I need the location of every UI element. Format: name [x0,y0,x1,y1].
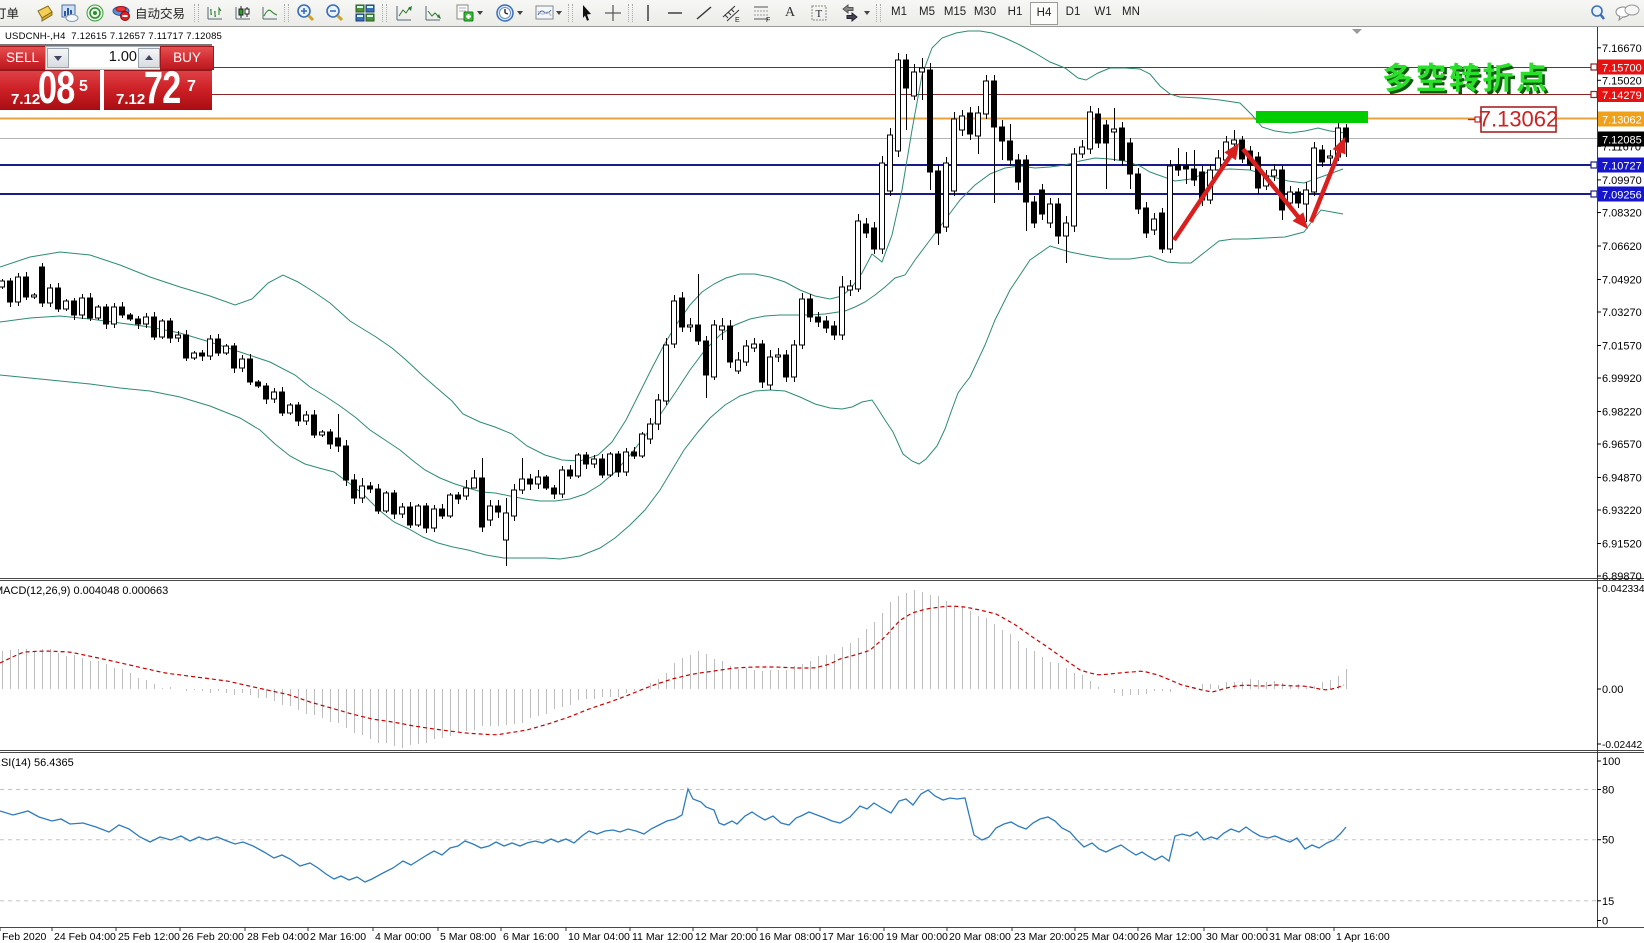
svg-text:19 Mar 00:00: 19 Mar 00:00 [886,931,948,943]
svg-text:RSI(14) 56.4365: RSI(14) 56.4365 [0,757,74,769]
svg-text:7.10727: 7.10727 [1602,161,1642,173]
svg-text:26 Feb 20:00: 26 Feb 20:00 [182,931,244,943]
svg-text:-0.02442: -0.02442 [1602,740,1643,751]
svg-text:4 Mar 00:00: 4 Mar 00:00 [375,931,431,943]
svg-text:12 Mar 20:00: 12 Mar 20:00 [695,931,757,943]
svg-text:7.08320: 7.08320 [1602,208,1642,220]
svg-text:7.16670: 7.16670 [1602,43,1642,55]
svg-text:80: 80 [1602,785,1614,797]
svg-text:7.13062: 7.13062 [1602,115,1642,127]
svg-text:7.04920: 7.04920 [1602,275,1642,287]
svg-text:7.06620: 7.06620 [1602,241,1642,253]
svg-text:7.03270: 7.03270 [1602,307,1642,319]
svg-text:5 Mar 08:00: 5 Mar 08:00 [440,931,496,943]
svg-text:6.89870: 6.89870 [1602,571,1642,583]
svg-text:7.15020: 7.15020 [1602,75,1642,87]
svg-text:7.13062: 7.13062 [1479,107,1559,132]
svg-text:15: 15 [1602,896,1614,908]
svg-text:MACD(12,26,9) 0.004048 0.00066: MACD(12,26,9) 0.004048 0.000663 [0,585,168,597]
svg-text:6.98220: 6.98220 [1602,407,1642,419]
svg-text:6.99920: 6.99920 [1602,373,1642,385]
svg-text:6.91520: 6.91520 [1602,539,1642,551]
svg-text:7.09256: 7.09256 [1602,190,1642,202]
svg-text:Feb 2020: Feb 2020 [2,931,47,943]
svg-text:31 Mar 08:00: 31 Mar 08:00 [1269,931,1331,943]
svg-text:24 Feb 04:00: 24 Feb 04:00 [54,931,116,943]
svg-text:7.01570: 7.01570 [1602,341,1642,353]
svg-text:E: E [735,17,740,23]
svg-text:0.00: 0.00 [1602,684,1623,696]
svg-text:25 Mar 04:00: 25 Mar 04:00 [1077,931,1139,943]
svg-text:1 Apr 16:00: 1 Apr 16:00 [1336,931,1390,943]
svg-text:6.94870: 6.94870 [1602,473,1642,485]
svg-text:100: 100 [1602,756,1620,768]
svg-text:20 Mar 08:00: 20 Mar 08:00 [949,931,1011,943]
svg-text:7.14279: 7.14279 [1602,90,1642,102]
svg-text:26 Mar 12:00: 26 Mar 12:00 [1140,931,1202,943]
svg-text:23 Mar 20:00: 23 Mar 20:00 [1014,931,1076,943]
svg-text:7.09970: 7.09970 [1602,175,1642,187]
svg-text:T: T [816,8,823,20]
svg-text:7.15700: 7.15700 [1602,63,1642,75]
svg-text:6.96570: 6.96570 [1602,439,1642,451]
svg-text:0: 0 [1602,916,1608,928]
svg-text:10 Mar 04:00: 10 Mar 04:00 [568,931,630,943]
svg-text:11 Mar 12:00: 11 Mar 12:00 [632,931,693,943]
svg-text:0.042334: 0.042334 [1602,584,1644,595]
svg-text:28 Feb 04:00: 28 Feb 04:00 [247,931,309,943]
svg-text:16 Mar 08:00: 16 Mar 08:00 [759,931,821,943]
svg-text:6.93220: 6.93220 [1602,505,1642,517]
svg-text:17 Mar 16:00: 17 Mar 16:00 [822,931,884,943]
svg-text:50: 50 [1602,835,1614,847]
svg-text:2 Mar 16:00: 2 Mar 16:00 [310,931,366,943]
svg-text:F: F [766,17,770,23]
svg-text:7.12085: 7.12085 [1602,135,1642,147]
svg-text:30 Mar 00:00: 30 Mar 00:00 [1206,931,1268,943]
svg-text:6 Mar 16:00: 6 Mar 16:00 [503,931,559,943]
svg-text:25 Feb 12:00: 25 Feb 12:00 [118,931,180,943]
